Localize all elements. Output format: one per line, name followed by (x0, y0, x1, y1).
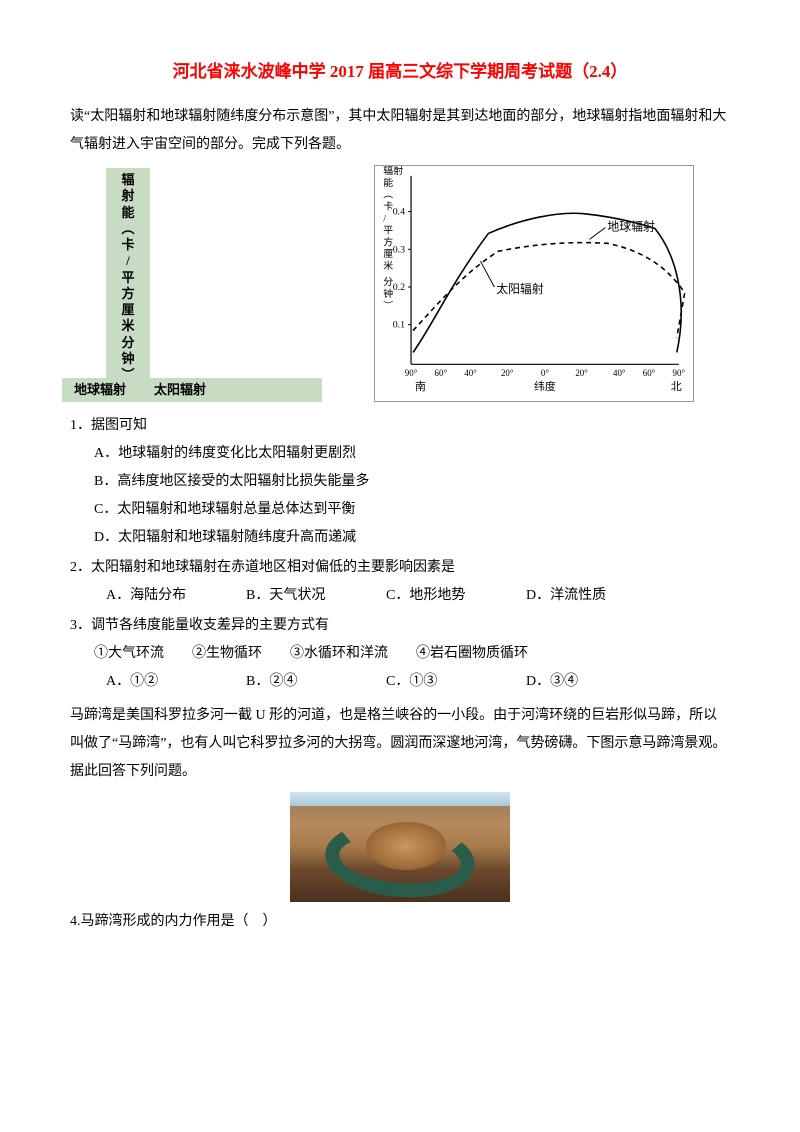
mesa-rock (366, 822, 446, 870)
q2-stem: 2．太阳辐射和地球辐射在赤道地区相对偏低的主要影响因素是 (70, 554, 730, 582)
svg-text:90°: 90° (405, 368, 418, 378)
svg-text:方: 方 (383, 235, 393, 248)
earth-line (413, 243, 685, 338)
svg-text:平: 平 (383, 225, 393, 236)
figure-row: 辐射能︵卡/平方厘米 分钟︶ 地球辐射 太阳辐射 0.1 0.2 0.3 0.4 (70, 165, 730, 402)
svg-text:20°: 20° (575, 368, 588, 378)
q3-d: D．③④ (526, 668, 666, 696)
q1-a: A．地球辐射的纬度变化比太阳辐射更剧烈 (70, 440, 730, 468)
svg-text:40°: 40° (613, 368, 626, 378)
q2-a: A．海陆分布 (106, 582, 246, 610)
svg-text:90°: 90° (673, 368, 686, 378)
svg-text:分: 分 (383, 276, 393, 288)
x-ticks: 90° 60° 40° 20° 0° 20° 40° 60° 90° (405, 368, 686, 378)
q1-d: D．太阳辐射和地球辐射随纬度升高而递减 (70, 524, 730, 552)
q3-c: C．①③ (386, 668, 526, 696)
svg-text:0.3: 0.3 (393, 244, 405, 255)
q2-d: D．洋流性质 (526, 582, 666, 610)
chart: 0.1 0.2 0.3 0.4 90° 60° 40° 20° 0° 20° 4… (374, 165, 694, 402)
q2-b: B．天气状况 (246, 582, 386, 610)
svg-text:0.2: 0.2 (393, 282, 405, 293)
q3-items: ①大气环流 ②生物循环 ③水循环和洋流 ④岩石圈物质循环 (70, 640, 730, 668)
q4-stem: 4.马蹄湾形成的内力作用是（ ） (70, 908, 730, 936)
earth-line-label: 地球辐射 (607, 219, 655, 233)
x-north: 北 (671, 380, 682, 393)
svg-text:︵: ︵ (383, 190, 393, 201)
legend-sun: 太阳辐射 (154, 377, 206, 403)
svg-text:0°: 0° (541, 368, 549, 378)
svg-text:40°: 40° (464, 368, 477, 378)
chart-svg: 0.1 0.2 0.3 0.4 90° 60° 40° 20° 0° 20° 4… (375, 166, 693, 401)
svg-text:/: / (383, 214, 386, 225)
svg-text:能: 能 (383, 176, 393, 189)
svg-text:0.1: 0.1 (393, 320, 405, 331)
passage-2: 马蹄湾是美国科罗拉多河一截 U 形的河道，也是格兰峡谷的一小段。由于河湾环绕的巨… (70, 702, 730, 786)
q3-options: A．①② B．②④ C．①③ D．③④ (70, 668, 730, 696)
svg-text:射: 射 (393, 166, 403, 177)
q2-options: A．海陆分布 B．天气状况 C．地形地势 D．洋流性质 (70, 582, 730, 610)
q1-c: C．太阳辐射和地球辐射总量总体达到平衡 (70, 496, 730, 524)
horseshoe-photo (290, 792, 510, 902)
q2-c: C．地形地势 (386, 582, 526, 610)
legend-earth: 地球辐射 (74, 377, 126, 403)
svg-text:0.4: 0.4 (393, 207, 405, 218)
svg-text:辐: 辐 (383, 166, 393, 177)
svg-text:︶: ︶ (383, 300, 393, 312)
legend-green-row: 地球辐射 太阳辐射 (62, 378, 322, 402)
intro-paragraph: 读“太阳辐射和地球辐射随纬度分布示意图”，其中太阳辐射是其到达地面的部分，地球辐… (70, 103, 730, 159)
y-ticks: 0.1 0.2 0.3 0.4 (393, 207, 411, 331)
svg-text:60°: 60° (643, 368, 656, 378)
green-box-vertical-label: 辐射能︵卡/平方厘米 分钟︶ (121, 172, 134, 383)
q3-b: B．②④ (246, 668, 386, 696)
q3-stem: 3．调节各纬度能量收支差异的主要方式有 (70, 612, 730, 640)
x-label: 纬度 (534, 379, 556, 393)
svg-text:卡: 卡 (383, 200, 393, 213)
q1-stem: 1．据图可知 (70, 412, 730, 440)
page-title: 河北省涞水波峰中学 2017 届高三文综下学期周考试题（2.4） (70, 55, 730, 89)
horseshoe-photo-wrap (70, 792, 730, 902)
q3-a: A．①② (106, 668, 246, 696)
left-legend-block: 辐射能︵卡/平方厘米 分钟︶ 地球辐射 太阳辐射 (106, 168, 366, 402)
q1-b: B．高纬度地区接受的太阳辐射比损失能量多 (70, 468, 730, 496)
y-axis-green-box: 辐射能︵卡/平方厘米 分钟︶ (106, 168, 150, 378)
svg-text:厘: 厘 (383, 248, 393, 260)
svg-text:钟: 钟 (383, 287, 393, 300)
sun-line-label: 太阳辐射 (496, 282, 544, 296)
svg-text:20°: 20° (501, 368, 514, 378)
x-south: 南 (415, 380, 426, 393)
svg-text:米: 米 (383, 259, 393, 272)
svg-text:60°: 60° (435, 368, 448, 378)
sun-line (413, 213, 681, 352)
